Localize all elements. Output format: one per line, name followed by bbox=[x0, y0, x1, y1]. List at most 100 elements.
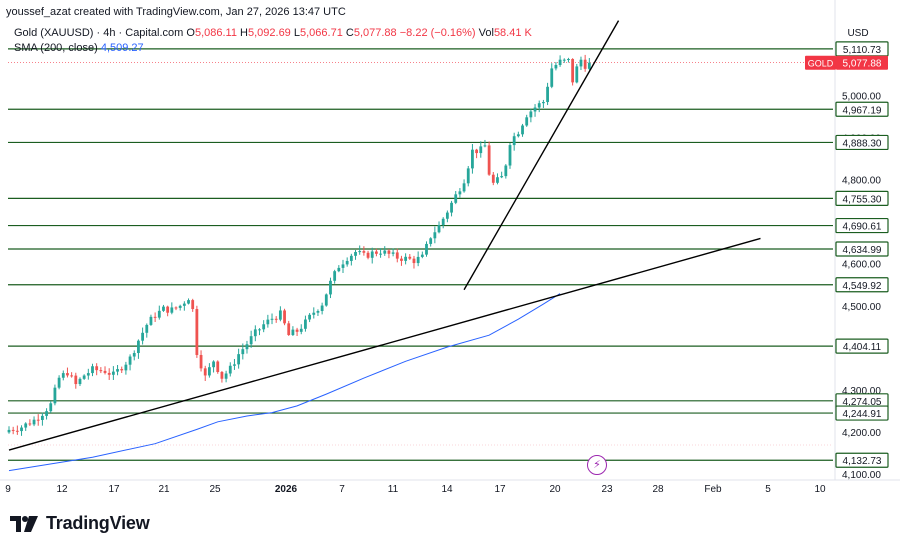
candle-body bbox=[475, 149, 478, 154]
candle-body bbox=[345, 260, 349, 265]
level-tag bbox=[835, 277, 889, 293]
level-tag-label: 4,690.61 bbox=[843, 222, 882, 233]
candle-body bbox=[28, 423, 32, 425]
candle-body bbox=[441, 218, 445, 225]
candle-body bbox=[166, 306, 170, 313]
candle-body bbox=[483, 145, 487, 147]
candle-body bbox=[425, 243, 428, 255]
candle-body bbox=[491, 174, 495, 183]
level-tag bbox=[835, 338, 889, 354]
candle-body bbox=[45, 411, 48, 416]
candle-body bbox=[571, 59, 575, 83]
level-tag-label: 4,274.05 bbox=[843, 397, 882, 408]
candle-body bbox=[153, 316, 157, 318]
candle-body bbox=[349, 255, 353, 261]
level-tag-label: 4,549.92 bbox=[843, 281, 882, 292]
change-value: −8.22 (−0.16%) bbox=[399, 27, 476, 39]
candle-body bbox=[333, 271, 337, 281]
level-tag bbox=[835, 452, 889, 468]
y-tick-label: 4,500.00 bbox=[842, 302, 881, 313]
candle-body bbox=[533, 107, 537, 112]
candle-body bbox=[116, 369, 119, 372]
y-tick-label: 4,300.00 bbox=[842, 386, 881, 397]
level-tags: 5,110.73 4,967.19 4,888.30 4,755.30 4,690.61… bbox=[805, 41, 889, 468]
candle-body bbox=[516, 134, 520, 137]
candle-body bbox=[178, 305, 182, 308]
sma-legend: SMA (200, close) 4,509.27 bbox=[14, 42, 144, 54]
level-tag-label: 5,110.73 bbox=[843, 45, 882, 56]
candle-body bbox=[228, 365, 232, 374]
candle-body bbox=[562, 59, 566, 61]
x-tick-label: 25 bbox=[209, 484, 221, 495]
candle-body bbox=[91, 366, 94, 374]
candle-body bbox=[358, 251, 362, 253]
candle-body bbox=[15, 430, 19, 432]
x-tick-label: Feb bbox=[704, 484, 722, 495]
level-tag bbox=[835, 134, 889, 151]
candle-body bbox=[291, 329, 295, 335]
y-tick-label: 4,600.00 bbox=[842, 260, 881, 271]
candle-body bbox=[128, 356, 132, 365]
candle-body bbox=[546, 86, 549, 103]
candle-body bbox=[329, 280, 332, 295]
candle-body bbox=[107, 372, 111, 375]
x-tick-label: 11 bbox=[388, 484, 399, 495]
candle-body bbox=[437, 224, 441, 233]
trendline bbox=[8, 237, 761, 451]
candle-body bbox=[416, 256, 420, 264]
x-tick-label: 17 bbox=[108, 484, 120, 495]
candle-body bbox=[274, 318, 278, 320]
candle-body bbox=[408, 256, 412, 259]
candle-body bbox=[375, 251, 378, 254]
level-tag-label: 4,404.11 bbox=[843, 342, 882, 353]
level-tag-label: 4,634.99 bbox=[843, 245, 882, 256]
candle-body bbox=[287, 323, 291, 335]
level-tag-label: 4,244.91 bbox=[843, 409, 882, 420]
candle-body bbox=[283, 310, 286, 324]
currency-label[interactable]: USD bbox=[847, 28, 869, 39]
candle-body bbox=[82, 375, 86, 379]
high-value: 5,092.69 bbox=[247, 27, 291, 39]
candle-body bbox=[24, 423, 28, 428]
candle-body bbox=[187, 300, 190, 304]
candle-body bbox=[170, 307, 174, 313]
candle-body bbox=[404, 256, 408, 261]
event-lightning-icon[interactable]: ⚡ bbox=[587, 455, 607, 475]
candle-body bbox=[412, 258, 416, 264]
candle-body bbox=[433, 232, 437, 239]
candle-body bbox=[579, 59, 583, 67]
candle-body bbox=[450, 202, 453, 213]
candle-body bbox=[458, 191, 462, 195]
candle-body bbox=[337, 267, 341, 272]
open-value: 5,086.11 bbox=[194, 27, 237, 39]
candle-body bbox=[120, 369, 124, 371]
candle-body bbox=[253, 329, 257, 337]
candle-body bbox=[53, 387, 57, 404]
candle-body bbox=[132, 353, 136, 357]
candle-body bbox=[174, 307, 178, 309]
candle-body bbox=[558, 59, 562, 65]
x-tick-label: 5 bbox=[765, 484, 771, 495]
trendline bbox=[463, 20, 620, 291]
candle-body bbox=[208, 367, 211, 376]
horizontal-levels bbox=[0, 0, 900, 481]
x-tick-label: 28 bbox=[652, 484, 664, 495]
candle-body bbox=[216, 361, 220, 373]
candle-body bbox=[362, 251, 366, 253]
candle-body bbox=[195, 309, 199, 355]
x-tick-label: 17 bbox=[494, 484, 506, 495]
candle-body bbox=[57, 377, 61, 388]
candle-body bbox=[149, 316, 153, 325]
candle-body bbox=[220, 372, 224, 379]
candle-body bbox=[299, 328, 303, 332]
candle-body bbox=[32, 419, 36, 425]
brand-name: TradingView bbox=[46, 513, 150, 533]
candle-body bbox=[383, 250, 387, 254]
symbol-legend: Gold (XAUUSD) · 4h · Capital.com O5,086.… bbox=[14, 27, 532, 39]
candle-body bbox=[304, 319, 307, 329]
x-tick-label: 10 bbox=[814, 484, 826, 495]
candle-body bbox=[70, 375, 74, 377]
candle-body bbox=[99, 370, 103, 372]
candle-body bbox=[191, 300, 195, 310]
